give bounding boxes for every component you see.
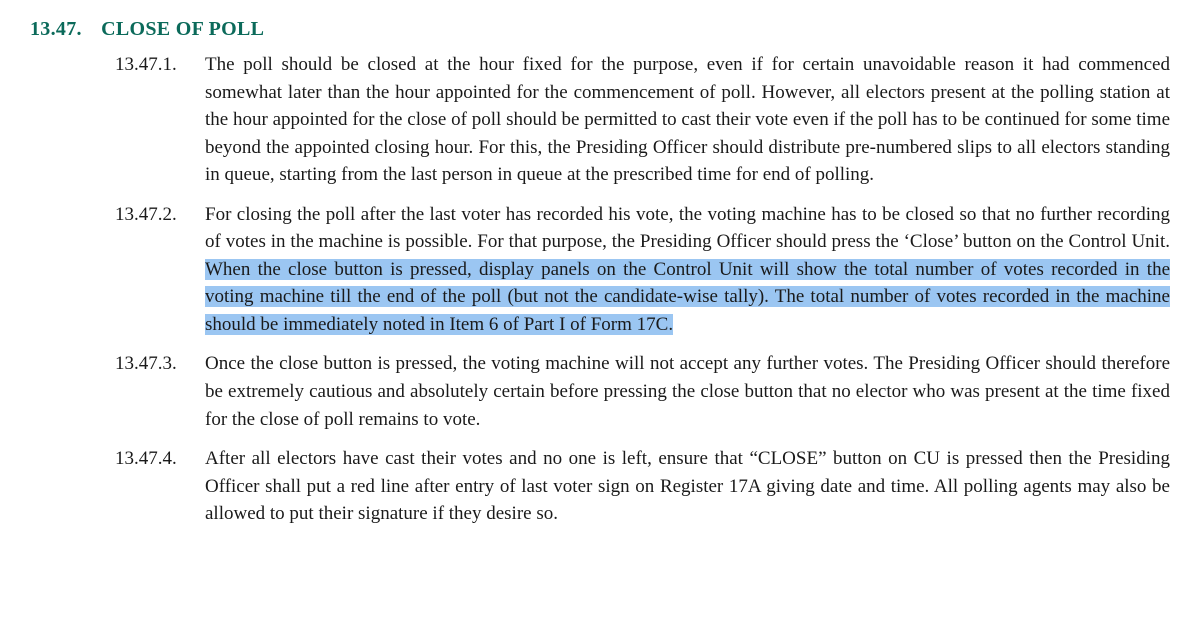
clause: 13.47.2. For closing the poll after the … bbox=[115, 201, 1170, 339]
clause: 13.47.1. The poll should be closed at th… bbox=[115, 51, 1170, 189]
section-heading: 13.47. CLOSE OF POLL bbox=[30, 18, 1170, 41]
section-title: CLOSE OF POLL bbox=[101, 18, 264, 40]
clause-text: Once the close button is pressed, the vo… bbox=[205, 350, 1170, 433]
clause-number: 13.47.2. bbox=[115, 201, 205, 339]
clause-number: 13.47.1. bbox=[115, 51, 205, 189]
clause-text: For closing the poll after the last vote… bbox=[205, 201, 1170, 339]
clause-number: 13.47.4. bbox=[115, 445, 205, 528]
section-number: 13.47. bbox=[30, 18, 82, 40]
clause: 13.47.4. After all electors have cast th… bbox=[115, 445, 1170, 528]
clause-list: 13.47.1. The poll should be closed at th… bbox=[115, 51, 1170, 528]
clause: 13.47.3. Once the close button is presse… bbox=[115, 350, 1170, 433]
clause-text-plain: For closing the poll after the last vote… bbox=[205, 204, 1170, 253]
clause-number: 13.47.3. bbox=[115, 350, 205, 433]
highlighted-text: When the close button is pressed, displa… bbox=[205, 259, 1170, 335]
clause-text: The poll should be closed at the hour fi… bbox=[205, 51, 1170, 189]
clause-text: After all electors have cast their votes… bbox=[205, 445, 1170, 528]
